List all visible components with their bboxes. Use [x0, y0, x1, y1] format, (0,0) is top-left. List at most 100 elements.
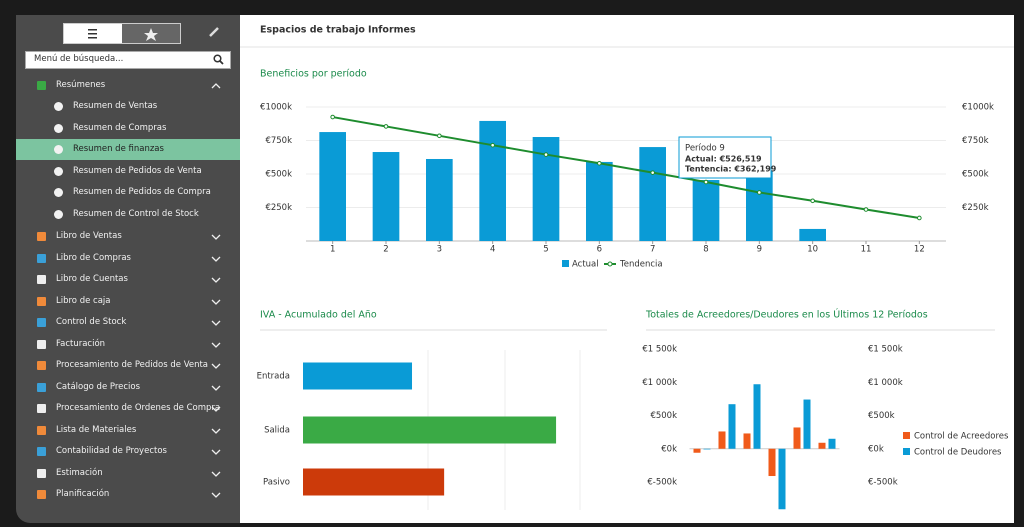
bar [692, 180, 720, 241]
y-tick-label: €1 500k [642, 345, 677, 355]
search-box[interactable]: Menú de búsqueda... [25, 51, 231, 69]
bar [586, 161, 613, 241]
menu-item[interactable]: Contabilidad de Proyectos [16, 441, 240, 462]
menu-label: Resúmenes [56, 80, 106, 90]
x-tick-label: 1 [330, 245, 335, 255]
bar [746, 170, 773, 241]
tab[interactable]: Informes [368, 25, 416, 36]
trend-point [490, 142, 495, 148]
x-tick-label: 9 [757, 245, 762, 255]
menu-item[interactable]: Resumen de finanzas [16, 139, 240, 161]
menu-item[interactable]: Lista de Materiales [16, 420, 240, 441]
x-tick-label: 7 [650, 245, 655, 255]
bar [303, 362, 413, 390]
menu-icon [37, 404, 46, 413]
menu-icon [54, 210, 63, 219]
x-tick-label: 12 [914, 245, 925, 255]
y-tick-label: €1000k [962, 103, 994, 113]
y-tick-label: €750k [962, 136, 989, 146]
menu-label: Libro de caja [56, 295, 111, 306]
menu-label: Procesamiento de Pedidos de Venta [56, 360, 209, 370]
menu-icon [54, 123, 63, 133]
legend-label: Tendencia [619, 260, 663, 270]
x-tick-label: 2 [383, 245, 388, 255]
menu-item[interactable]: Libro de Cuentas [16, 269, 240, 290]
menu-button[interactable] [64, 24, 122, 43]
trend-line [332, 116, 920, 219]
y-tick-label: €-500k [868, 478, 898, 488]
trend-point [917, 215, 922, 221]
menu-item[interactable]: Resumen de Pedidos de Venta [16, 161, 240, 182]
chevron [211, 256, 221, 262]
x-tick-label: 8 [703, 245, 708, 255]
menu-item[interactable]: Estimación [16, 463, 240, 484]
tooltip-line: Actual: €526,519 [685, 155, 762, 164]
y-tick-label: €1000k [260, 103, 292, 113]
dashboard: Espacios de trabajo Informes Beneficios … [240, 25, 1014, 510]
chart-title: IVA - Acumulado del Año [260, 310, 377, 321]
x-tick-label: 4 [490, 245, 495, 255]
trend-point [543, 152, 549, 157]
menu-label: Facturación [56, 338, 106, 349]
chart-title: Beneficios por período [260, 69, 367, 80]
menu-label: Resumen de Pedidos de Compra [73, 187, 211, 198]
menu-item[interactable]: Resumen de Control de Stock [16, 204, 240, 225]
menu-item[interactable]: Resumen de Compras [16, 118, 240, 139]
favorites-icon[interactable] [122, 24, 180, 43]
menu-item[interactable]: Procesamiento de Pedidos de Venta [16, 355, 240, 376]
menu-item[interactable]: Resumen de Ventas [16, 96, 240, 117]
menu-label: Resumen de Pedidos de Venta [73, 165, 202, 176]
menu-label: Resumen de Control de Stock [73, 209, 199, 219]
tooltip [678, 136, 772, 179]
menu-item[interactable]: Resúmenes [16, 75, 240, 96]
menu-icon [54, 102, 63, 111]
y-tick-label: €750k [265, 136, 292, 146]
chevron [211, 363, 221, 369]
menu-label: Lista de Materiales [56, 424, 137, 435]
edit-icon[interactable] [208, 26, 220, 38]
menu-item[interactable]: Procesamiento de Ordenes de Compra [16, 398, 240, 419]
menu-item[interactable]: Control de Stock [16, 312, 240, 333]
menu-item[interactable]: Resumen de Pedidos de Compra [16, 182, 240, 203]
y-tick-label: €500k [265, 170, 292, 180]
menu-item[interactable]: Facturación [16, 334, 240, 355]
y-tick-label: €500k [650, 411, 677, 421]
menu-item[interactable]: Libro de Ventas [16, 226, 240, 247]
menu-item[interactable]: Catálogo de Precios [16, 377, 240, 398]
menu-item[interactable]: Libro de Compras [16, 248, 240, 269]
chevron [211, 277, 221, 283]
bar [753, 384, 761, 449]
view-toggle[interactable] [63, 23, 181, 44]
menu-icon [37, 275, 46, 284]
menu-item[interactable]: Libro de caja [16, 291, 240, 312]
chevron [211, 406, 221, 412]
chevron [211, 83, 221, 89]
x-tick-label: 11 [861, 245, 872, 255]
menu-icon [37, 490, 46, 499]
bar [793, 427, 801, 449]
legend-swatch [562, 260, 569, 267]
bar [818, 442, 826, 449]
y-tick-label: €250k [265, 203, 292, 213]
x-tick-label: 3 [437, 245, 442, 255]
bar [703, 448, 711, 450]
x-tick-label: 5 [543, 245, 548, 255]
menu-icon [37, 468, 46, 478]
menu-item[interactable]: Planificación [16, 484, 240, 505]
search-placeholder: Menú de búsqueda... [34, 54, 124, 64]
chevron [211, 428, 221, 434]
menu-label: Planificación [56, 489, 110, 499]
bar [693, 448, 701, 453]
y-tick-label: €0k [868, 444, 884, 454]
tab[interactable]: Espacios de trabajo [260, 25, 365, 36]
bar [319, 132, 346, 241]
y-tick-label: Pasivo [263, 478, 290, 488]
chevron [211, 385, 221, 391]
menu-label: Libro de Compras [56, 252, 131, 263]
menu-icon [88, 29, 97, 39]
bar [799, 228, 826, 241]
search-icon [213, 54, 224, 65]
y-tick-label: €1 500k [868, 345, 903, 355]
x-tick-label: 6 [597, 245, 602, 255]
bar [728, 404, 736, 449]
